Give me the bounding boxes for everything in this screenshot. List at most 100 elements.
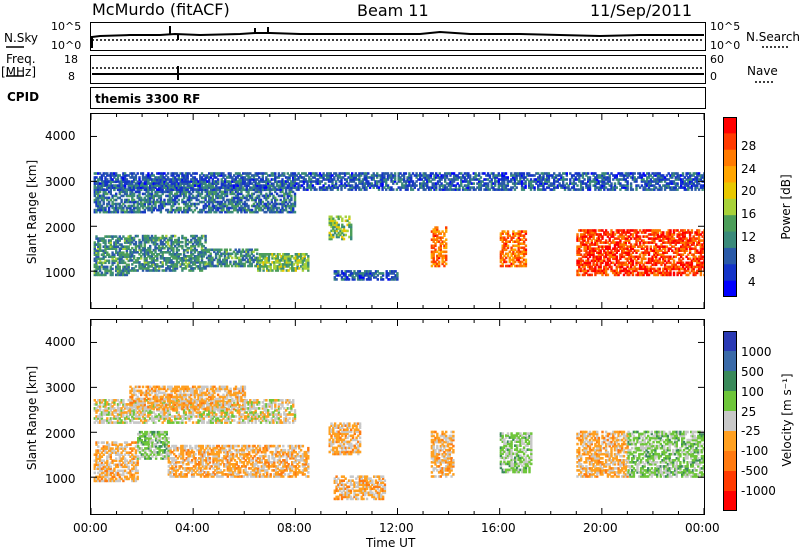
heatmap-cell: [604, 263, 608, 267]
heatmap-cell: [522, 234, 526, 237]
heatmap-cell: [583, 231, 586, 234]
heatmap-cell: [522, 264, 526, 268]
heatmap-cell: [118, 196, 121, 200]
heatmap-cell: [387, 272, 390, 275]
heatmap-cell: [136, 184, 139, 187]
heatmap-cell: [229, 202, 232, 206]
heatmap-cell: [208, 192, 211, 196]
heatmap-cell: [138, 184, 141, 188]
heatmap-cell: [637, 239, 640, 242]
heatmap-cell: [204, 210, 207, 214]
heatmap-cell: [168, 246, 171, 250]
heatmap-cell: [100, 182, 104, 186]
heatmap-cell: [186, 204, 189, 208]
heatmap-cell: [419, 178, 422, 181]
heatmap-cell: [588, 265, 592, 269]
heatmap-cell: [234, 190, 238, 194]
heatmap-cell: [240, 178, 243, 181]
heatmap-cell: [199, 238, 202, 242]
heatmap-cell: [621, 229, 624, 232]
heatmap-cell: [152, 186, 155, 190]
heatmap-cell: [225, 198, 229, 202]
heatmap-cell: [669, 257, 672, 261]
heatmap-cell: [156, 192, 159, 196]
heatmap-cell: [111, 271, 114, 275]
heatmap-cell: [170, 204, 173, 208]
heatmap-cell: [685, 255, 688, 259]
heatmap-cell: [443, 264, 446, 268]
heatmap-cell: [147, 269, 150, 272]
heatmap-cell: [298, 253, 301, 256]
heatmap-cell: [697, 229, 701, 232]
heatmap-cell: [588, 237, 592, 240]
heatmap-cell: [113, 188, 116, 191]
heatmap-cell: [512, 256, 515, 260]
heatmap-cell: [100, 204, 104, 208]
heatmap-cell: [104, 241, 107, 244]
heatmap-cell: [612, 261, 615, 265]
heatmap-cell: [209, 188, 213, 191]
heatmap-cell: [335, 270, 338, 273]
heatmap-cell: [703, 237, 704, 240]
heatmap-cell: [129, 242, 132, 246]
heatmap-cell: [211, 264, 214, 268]
heatmap-cell: [688, 239, 692, 242]
heatmap-cell: [216, 180, 220, 183]
heatmap-cell: [195, 202, 198, 206]
heatmap-cell: [181, 269, 184, 272]
heatmap-cell: [603, 257, 606, 261]
heatmap-cell: [610, 231, 613, 234]
heatmap-cell: [104, 190, 107, 194]
heatmap-cell: [696, 233, 699, 236]
heatmap-cell: [385, 276, 388, 279]
heatmap-cell: [344, 274, 347, 277]
heatmap-cell: [149, 208, 152, 212]
heatmap-cell: [399, 176, 402, 179]
heatmap-cell: [123, 180, 127, 183]
heatmap-cell: [592, 253, 595, 256]
heatmap-cell: [660, 255, 663, 259]
heatmap-cell: [676, 249, 679, 252]
heatmap-cell: [376, 180, 379, 183]
heatmap-cell: [653, 255, 656, 259]
heatmap-cell: [367, 182, 370, 185]
heatmap-cell: [220, 208, 223, 212]
heatmap-cell: [222, 192, 225, 196]
heatmap-cell: [576, 269, 579, 273]
heatmap-cell: [216, 188, 220, 192]
heatmap-cell: [335, 229, 339, 233]
heatmap-cell: [120, 251, 123, 254]
heatmap-cell: [211, 208, 214, 212]
heatmap-cell: [522, 254, 526, 258]
heatmap-cell: [122, 210, 125, 214]
heatmap-cell: [188, 200, 191, 204]
heatmap-cell: [122, 188, 125, 192]
heatmap-cell: [439, 236, 442, 239]
heatmap-cell: [270, 192, 273, 196]
heatmap-cell: [188, 259, 191, 262]
heatmap-cell: [238, 208, 241, 212]
heatmap-cell: [97, 188, 100, 191]
heatmap-cell: [118, 259, 121, 263]
heatmap-cell: [617, 249, 620, 252]
heatmap-cell: [445, 246, 448, 250]
heatmap-cell: [204, 174, 207, 177]
heatmap-cell: [168, 184, 171, 187]
heatmap-cell: [245, 210, 248, 214]
heatmap-cell: [98, 194, 102, 198]
heatmap-cell: [592, 263, 595, 267]
heatmap-cell: [270, 200, 273, 204]
heatmap-cell: [102, 241, 105, 244]
heatmap-cell: [306, 174, 309, 177]
heatmap-cell: [305, 263, 308, 266]
heatmap-cell: [218, 254, 221, 258]
heatmap-cell: [629, 263, 633, 267]
heatmap-cell: [134, 234, 138, 238]
heatmap-cell: [131, 210, 134, 214]
heatmap-cell: [297, 172, 300, 175]
heatmap-cell: [208, 204, 211, 208]
heatmap-cell: [115, 245, 118, 248]
heatmap-cell: [104, 180, 107, 183]
heatmap-cell: [514, 256, 517, 260]
heatmap-cell: [175, 261, 179, 264]
